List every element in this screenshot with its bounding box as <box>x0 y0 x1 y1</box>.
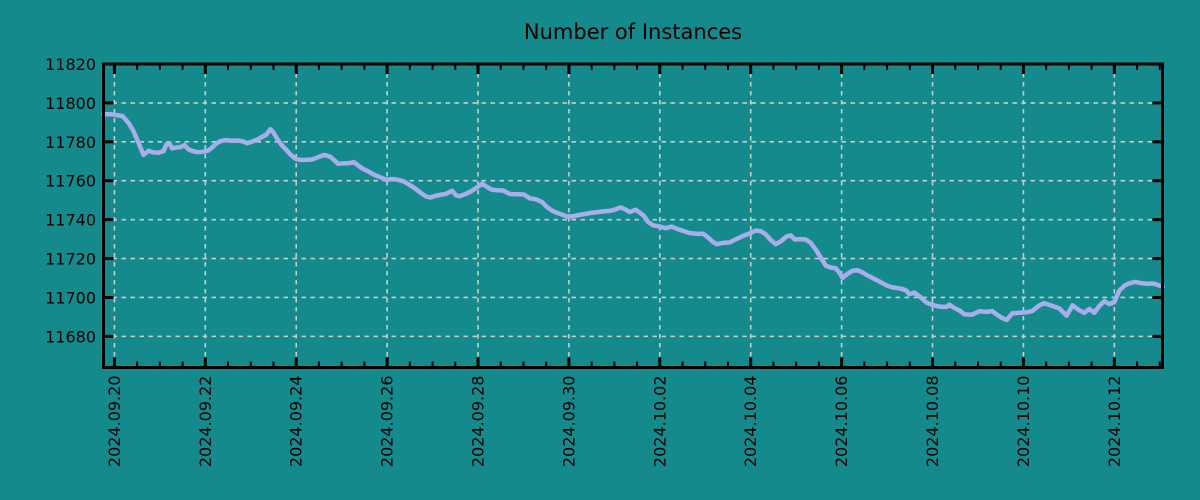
x-tick-label: 2024.10.12 <box>1105 376 1124 468</box>
y-tick-label: 11760 <box>45 172 96 191</box>
chart-title: Number of Instances <box>524 20 742 44</box>
chart-layers: 2024.09.20 2024.09.22 2024.09.24 2024.09.26… <box>45 55 1165 468</box>
y-tick-label: 11780 <box>45 133 96 152</box>
x-tick-label: 2024.10.08 <box>923 376 942 468</box>
x-tick-label: 2024.10.10 <box>1014 376 1033 468</box>
y-tick-label: 11680 <box>45 327 96 346</box>
x-tick-label: 2024.09.30 <box>559 376 578 468</box>
x-tick-label: 2024.09.28 <box>469 376 488 468</box>
x-tick-label: 2024.10.04 <box>741 376 760 468</box>
x-tick-label: 2024.09.20 <box>105 376 124 468</box>
y-tick-label: 11800 <box>45 94 96 113</box>
x-tick-label: 2024.10.02 <box>650 376 669 468</box>
y-tick-label: 11740 <box>45 211 96 230</box>
y-tick-label: 11700 <box>45 288 96 307</box>
data-line <box>101 111 1165 323</box>
y-tick-label: 11720 <box>45 250 96 269</box>
x-tick-label: 2024.09.22 <box>196 376 215 468</box>
plot-frame <box>102 62 1164 369</box>
x-tick-label: 2024.10.06 <box>832 376 851 468</box>
y-tick-label: 11820 <box>45 55 96 74</box>
x-tick-label: 2024.09.26 <box>378 376 397 468</box>
x-tick-label: 2024.09.24 <box>287 376 306 468</box>
